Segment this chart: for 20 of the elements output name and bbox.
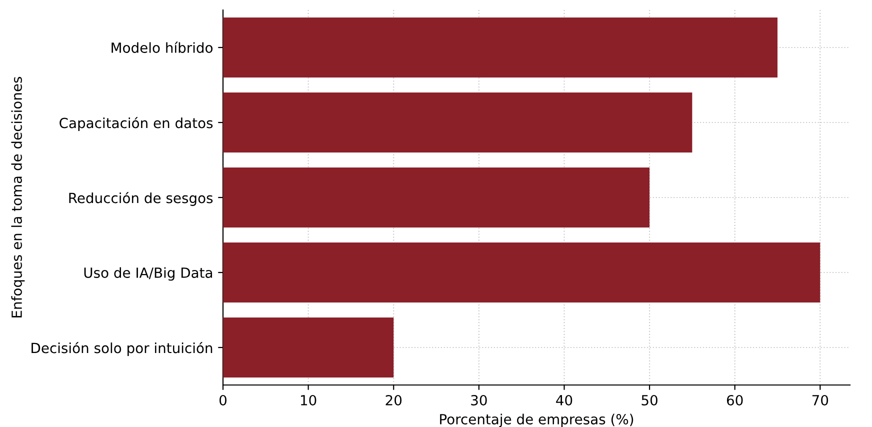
- x-tick-label: 10: [300, 394, 316, 406]
- y-tick-label: Reducción de sesgos: [69, 192, 213, 206]
- y-tick-label: Capacitación en datos: [60, 116, 213, 131]
- y-axis-title: Enfoques en la toma de decisiones: [11, 76, 25, 318]
- x-tick-label: 40: [556, 394, 572, 406]
- y-tick-label: Decisión solo por intuición: [32, 342, 212, 356]
- bar: [223, 168, 650, 228]
- y-tick-label: Modelo híbrido: [112, 42, 213, 53]
- y-tick-label: Uso de IA/Big Data: [84, 267, 212, 281]
- bar: [223, 92, 692, 152]
- x-tick-label: 0: [219, 394, 226, 406]
- x-tick-label: 30: [471, 394, 487, 406]
- bar: [223, 242, 820, 302]
- x-tick-label: 20: [386, 394, 402, 406]
- x-axis-title: Porcentaje de empresas (%): [440, 414, 634, 427]
- bar: [223, 18, 778, 78]
- x-tick-label: 70: [812, 394, 828, 406]
- bar: [223, 318, 394, 378]
- x-tick-label: 60: [726, 394, 743, 406]
- x-tick-label: 50: [642, 394, 658, 406]
